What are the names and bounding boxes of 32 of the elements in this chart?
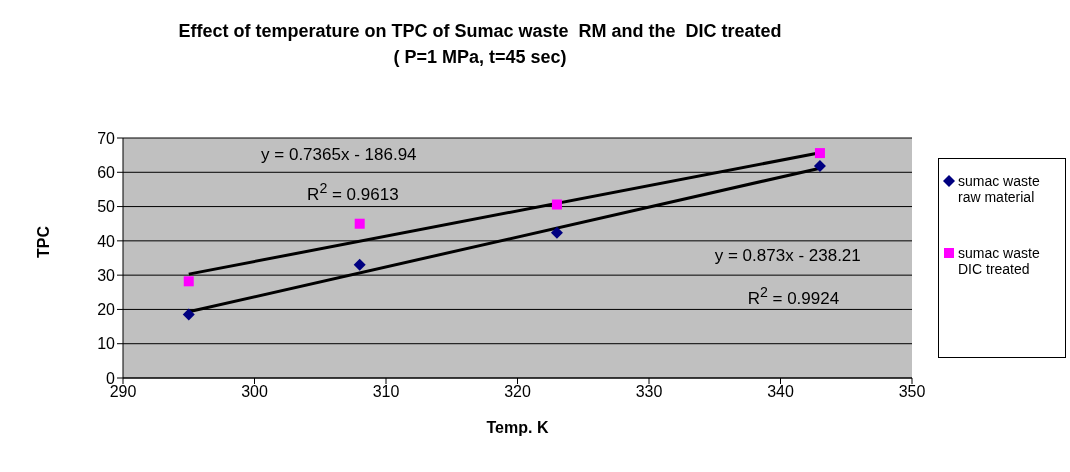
- point: [182, 308, 195, 321]
- legend-label: sumac waste raw material: [958, 173, 1041, 205]
- point: [354, 218, 365, 229]
- point: [550, 226, 563, 239]
- chart-subtitle: ( P=1 MPa, t=45 sec): [392, 46, 568, 69]
- annotation: R$^{2}$ = 0.9613: [307, 178, 399, 205]
- y-tick-label: 40: [97, 232, 116, 250]
- y-tick-label: 50: [97, 198, 116, 216]
- point: [814, 148, 825, 159]
- y-tick-label: 60: [97, 163, 116, 181]
- y-tick-label: 10: [97, 335, 116, 353]
- x-tick-label: 350: [898, 383, 926, 401]
- annotation: y = 0.873x - 238.21: [714, 246, 861, 267]
- annotation: y = 0.7365x - 186.94: [261, 145, 417, 166]
- annotation: R$^{2}$ = 0.9924: [747, 283, 840, 309]
- point: [353, 258, 366, 271]
- y-tick-label: 30: [97, 266, 116, 284]
- point: [551, 199, 562, 210]
- x-tick-label: 310: [372, 383, 400, 401]
- y-axis-title: TPC: [34, 225, 52, 258]
- point: [813, 160, 826, 173]
- y-tick-label: 20: [97, 301, 116, 319]
- x-tick-label: 330: [635, 383, 663, 401]
- point: [183, 276, 194, 287]
- legend-label: sumac waste DIC treated: [958, 245, 1041, 277]
- x-tick-label: 340: [767, 383, 794, 401]
- x-axis-title: Temp. K: [486, 419, 549, 436]
- x-tick-label: 300: [241, 383, 268, 401]
- y-tick-label: 70: [97, 129, 116, 147]
- x-tick-label: 290: [109, 383, 137, 401]
- x-tick-label: 320: [504, 383, 531, 401]
- chart-title: Effect of temperature on TPC of Sumac waste RM and the DIC treated: [177, 20, 783, 43]
